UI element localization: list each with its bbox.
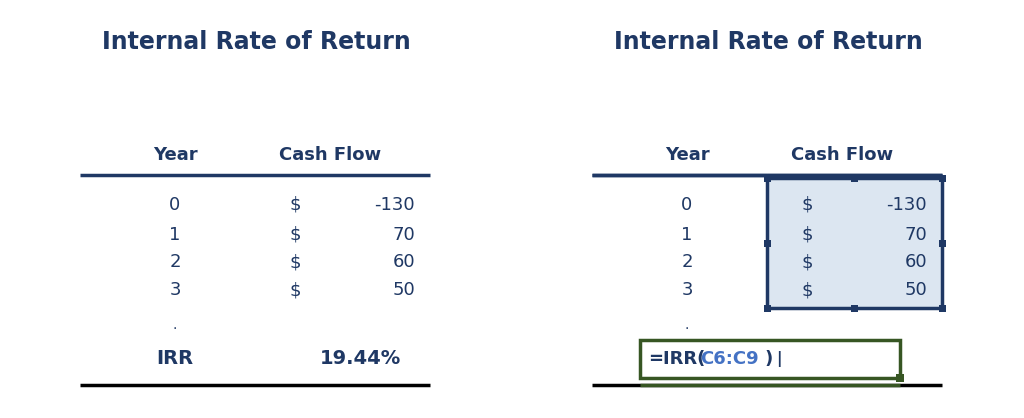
Bar — [640, 340, 900, 378]
Text: 2: 2 — [169, 253, 181, 271]
Text: Year: Year — [153, 146, 198, 164]
Bar — [851, 174, 858, 181]
Text: $: $ — [289, 253, 301, 271]
Text: -130: -130 — [887, 196, 927, 214]
Bar — [851, 304, 858, 311]
Bar — [939, 174, 945, 181]
Text: $: $ — [801, 226, 813, 244]
Text: 0: 0 — [681, 196, 692, 214]
Text: 50: 50 — [392, 281, 415, 299]
Text: .: . — [173, 318, 177, 332]
Text: $: $ — [801, 196, 813, 214]
Text: IRR: IRR — [669, 349, 706, 367]
Text: =IRR(: =IRR( — [648, 350, 706, 368]
Text: 0: 0 — [169, 196, 180, 214]
Text: 70: 70 — [904, 226, 927, 244]
Text: 1: 1 — [681, 226, 692, 244]
Text: |: | — [776, 351, 781, 367]
Text: IRR: IRR — [157, 349, 194, 367]
Text: 3: 3 — [169, 281, 181, 299]
Text: Cash Flow: Cash Flow — [791, 146, 893, 164]
Text: 3: 3 — [681, 281, 693, 299]
Text: Internal Rate of Return: Internal Rate of Return — [613, 30, 923, 54]
Text: 2: 2 — [681, 253, 693, 271]
Bar — [764, 304, 770, 311]
Text: 60: 60 — [392, 253, 415, 271]
Text: $: $ — [289, 196, 301, 214]
Bar — [764, 240, 770, 247]
Bar — [764, 174, 770, 181]
Text: 50: 50 — [904, 281, 927, 299]
Bar — [767, 178, 942, 308]
Bar — [896, 374, 904, 382]
Text: -130: -130 — [375, 196, 415, 214]
Text: Internal Rate of Return: Internal Rate of Return — [101, 30, 411, 54]
Bar — [939, 240, 945, 247]
Text: $: $ — [801, 281, 813, 299]
Text: C6:C9: C6:C9 — [700, 350, 759, 368]
Text: Cash Flow: Cash Flow — [279, 146, 381, 164]
Text: $: $ — [289, 226, 301, 244]
Text: 1: 1 — [169, 226, 180, 244]
Text: $: $ — [801, 253, 813, 271]
Text: 19.44%: 19.44% — [319, 349, 400, 367]
Text: 60: 60 — [904, 253, 927, 271]
Text: $: $ — [289, 281, 301, 299]
Text: Year: Year — [665, 146, 710, 164]
Text: .: . — [685, 318, 689, 332]
Text: ): ) — [764, 350, 772, 368]
Text: 70: 70 — [392, 226, 415, 244]
Bar — [939, 304, 945, 311]
